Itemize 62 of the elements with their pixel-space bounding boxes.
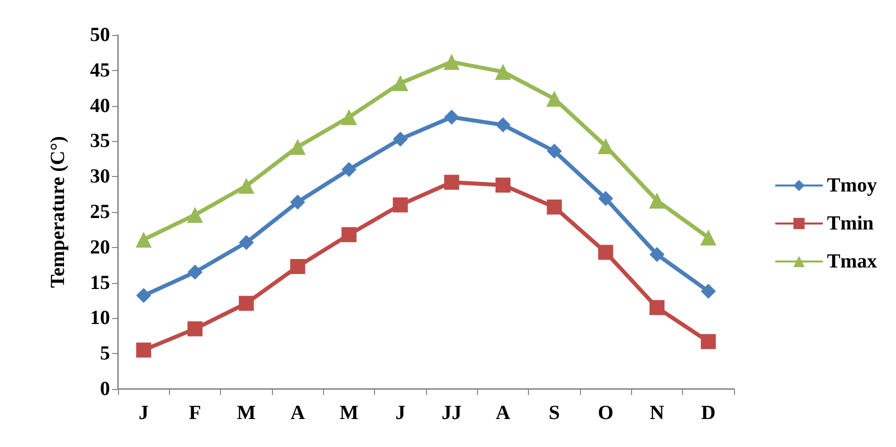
y-tick-label: 50: [90, 24, 110, 46]
point: [496, 117, 510, 132]
point: [444, 174, 460, 190]
y-tick-label: 5: [100, 342, 110, 365]
point: [444, 54, 460, 70]
y-axis-title: Temperature (C°): [47, 136, 69, 288]
x-tick-label: J: [395, 402, 406, 424]
y-tick-label: 25: [90, 201, 110, 223]
point: [700, 284, 716, 299]
x-tick-label: O: [598, 402, 614, 424]
point: [649, 192, 665, 209]
y-tick-label: 10: [90, 307, 110, 330]
point: [546, 200, 562, 215]
x-tick-label: JJ: [442, 402, 462, 424]
x-tick-label: M: [236, 402, 256, 424]
y-tick-label: 45: [90, 59, 110, 82]
y-tick-label: 15: [90, 272, 110, 294]
point: [392, 197, 408, 212]
point: [700, 334, 716, 350]
y-tick-label: 0: [100, 378, 110, 400]
point: [290, 194, 306, 210]
point: [238, 178, 254, 194]
x-tick-label: A: [496, 402, 511, 424]
legend-label: Tmoy: [827, 174, 877, 196]
y-tick-label: 20: [90, 236, 110, 258]
point: [238, 234, 254, 250]
point: [546, 90, 562, 107]
y-tick-label: 40: [90, 94, 110, 117]
point: [342, 162, 356, 178]
point: [598, 191, 614, 206]
point: [546, 144, 562, 159]
x-tick-label: M: [340, 402, 359, 424]
point: [342, 227, 356, 242]
point: [188, 321, 202, 336]
point: [136, 232, 152, 248]
point: [290, 259, 306, 274]
point: [392, 132, 408, 147]
x-tick-label: F: [188, 402, 202, 424]
point: [650, 300, 664, 316]
x-tick-label: A: [290, 402, 306, 424]
legend-label: Tmin: [827, 212, 874, 234]
point: [700, 229, 716, 246]
point: [188, 264, 202, 280]
x-tick-label: J: [138, 402, 149, 424]
point: [290, 138, 306, 155]
point: [392, 75, 408, 92]
point: [136, 342, 152, 358]
x-tick-label: D: [701, 402, 716, 424]
point: [495, 64, 511, 80]
y-tick-label: 30: [90, 166, 110, 188]
x-tick-label: S: [548, 402, 560, 424]
point: [341, 109, 357, 126]
point: [444, 110, 460, 125]
point: [187, 206, 203, 223]
x-tick-label: N: [650, 402, 665, 424]
point: [136, 288, 152, 304]
legend-label: Tmax: [827, 250, 877, 272]
point: [598, 244, 614, 260]
point: [496, 178, 510, 193]
point: [650, 246, 664, 262]
y-tick-label: 35: [90, 130, 110, 152]
point: [238, 296, 254, 311]
